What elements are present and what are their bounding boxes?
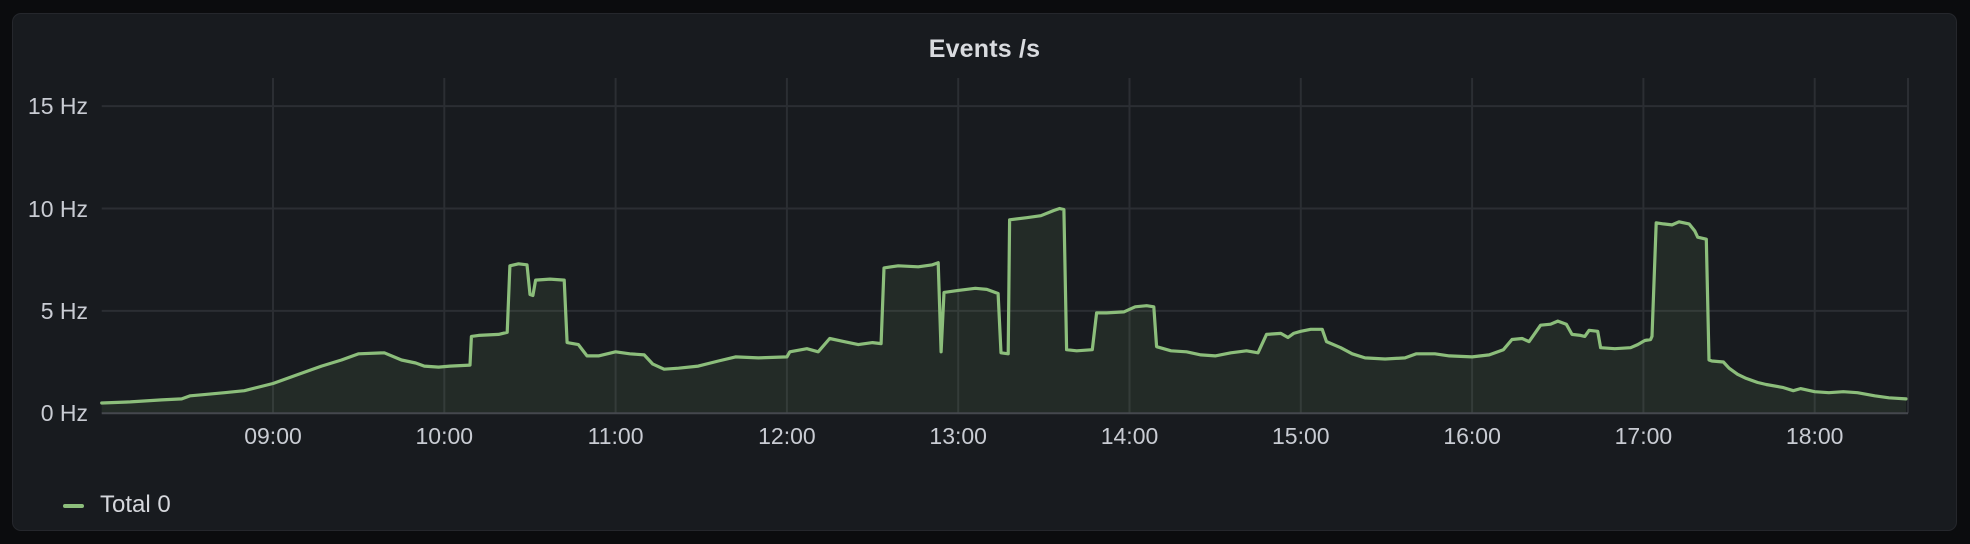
series-line-total [100,206,1908,405]
panel-title[interactable]: Events /s [928,35,1041,63]
y-axis-tick-label: 10 Hz [27,195,88,222]
series-fill [101,208,1907,414]
events-panel: Events /s Total 0 [12,13,1957,531]
legend-item-total[interactable]: Total 0 [63,491,171,519]
legend: Total 0 [63,491,171,519]
x-axis-tick-label: 14:00 [1100,423,1159,449]
x-axis-tick-label: 09:00 [244,423,302,449]
x-axis-tick-label: 10:00 [415,423,474,449]
x-axis-tick-label: 17:00 [1614,423,1673,449]
y-axis-tick-label: 15 Hz [27,93,88,120]
y-axis-tick-label: 0 Hz [40,400,88,427]
x-axis-tick-label: 12:00 [758,423,816,449]
x-axis-tick-label: 13:00 [929,423,987,449]
x-axis-tick-label: 11:00 [587,423,644,449]
x-axis-tick-label: 18:00 [1785,423,1844,449]
legend-label: Total 0 [100,491,171,518]
x-axis-tick-label: 16:00 [1443,423,1501,449]
x-axis-tick-label: 15:00 [1272,423,1330,449]
series-color-dash-icon [63,504,84,508]
y-axis-tick-label: 5 Hz [40,297,88,324]
